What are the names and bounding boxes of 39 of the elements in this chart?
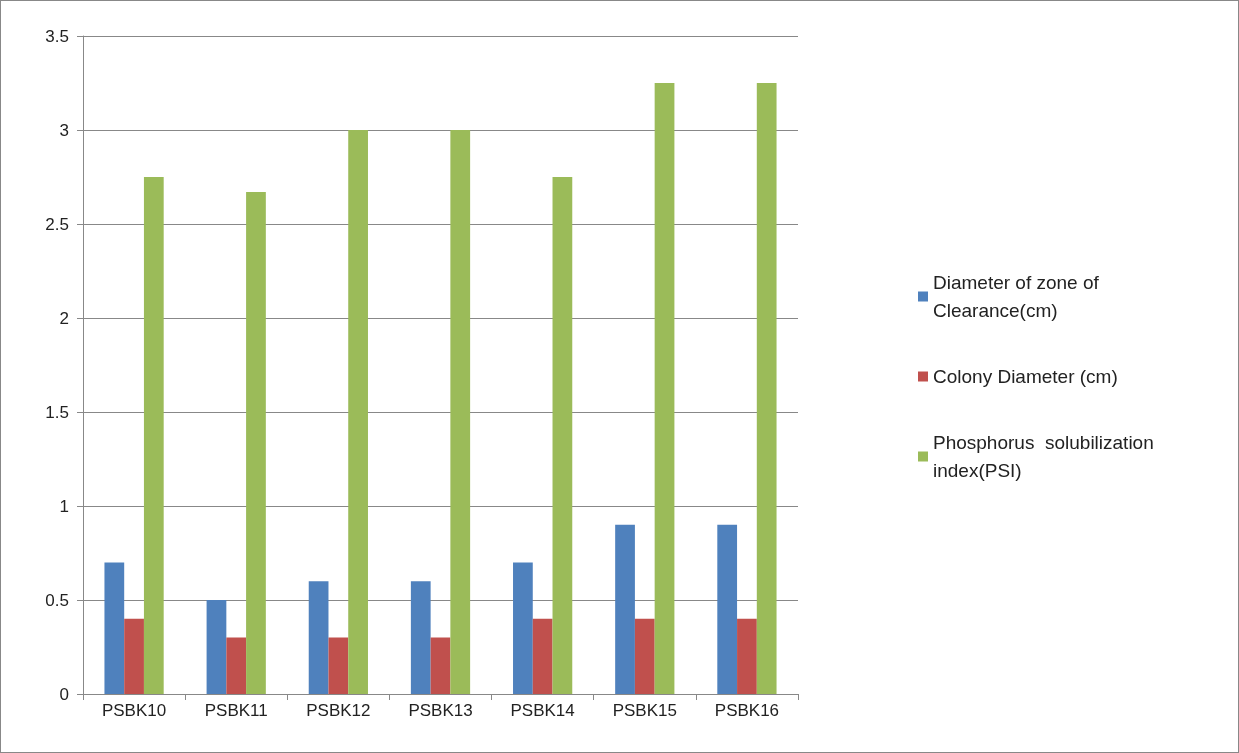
legend-label: Phosphorus solubilization index(PSI)	[933, 432, 1160, 481]
bar	[410, 581, 431, 694]
bar	[756, 83, 777, 694]
y-tick-label: 2	[59, 308, 69, 328]
bar	[654, 83, 675, 694]
bar	[246, 192, 266, 694]
bar	[104, 562, 125, 694]
bar	[348, 130, 368, 694]
bar	[615, 524, 635, 694]
bar	[143, 177, 164, 694]
bar	[206, 600, 227, 694]
y-tick-label: 3.5	[45, 26, 69, 46]
x-tick-label: PSBK14	[510, 701, 575, 720]
bar	[737, 618, 757, 694]
x-tick-label: PSBK13	[408, 701, 473, 720]
x-tick-label: PSBK10	[101, 701, 167, 720]
bar	[308, 581, 329, 694]
bar	[513, 562, 533, 694]
bar	[552, 177, 573, 694]
y-tick-label: 2.5	[45, 214, 69, 234]
bar	[717, 524, 738, 694]
bar	[124, 618, 144, 694]
x-tick-label: PSBK15	[612, 701, 677, 720]
bar	[532, 618, 553, 694]
bar	[430, 637, 451, 694]
y-tick-label: 3	[59, 120, 69, 140]
bar	[226, 637, 247, 694]
legend-label: Diameter of zone of Clearance(cm)	[933, 272, 1105, 321]
bar	[450, 130, 471, 694]
x-tick-label: PSBK16	[714, 701, 780, 720]
x-tick-label: PSBK11	[204, 701, 268, 720]
legend-label: Colony Diameter (cm)	[933, 366, 1118, 387]
y-tick-label: 0.5	[45, 590, 69, 610]
x-tick-label: PSBK12	[306, 701, 371, 720]
bar	[634, 618, 655, 694]
bar	[328, 637, 349, 694]
y-tick-label: 1	[59, 496, 69, 516]
y-tick-label: 0	[59, 684, 69, 704]
y-tick-label: 1.5	[45, 402, 69, 422]
